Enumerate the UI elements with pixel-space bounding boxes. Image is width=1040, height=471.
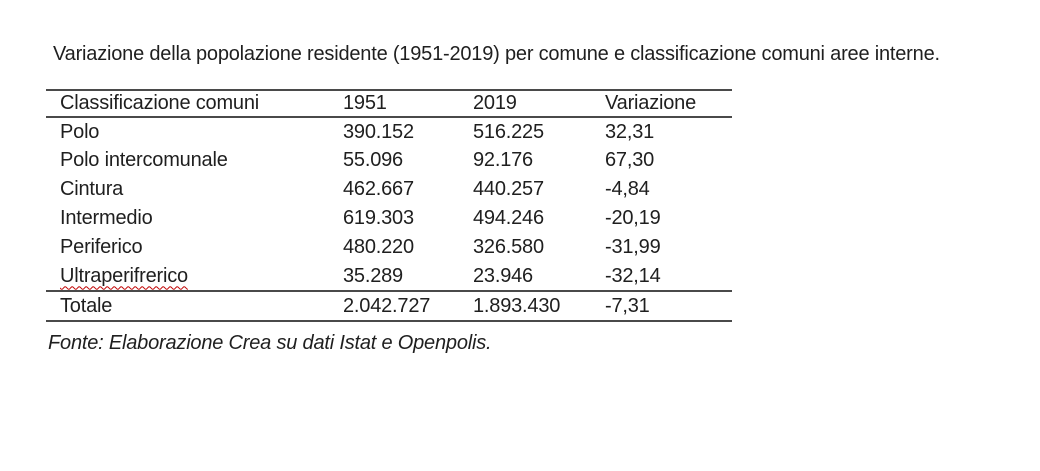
cell-1951: 619.303 [343, 207, 414, 229]
cell-variazione: -4,84 [605, 178, 650, 200]
row-label: Polo [60, 120, 100, 143]
cell-variazione: -20,19 [605, 207, 661, 229]
source-note: Fonte: Elaborazione Crea su dati Istat e… [48, 332, 492, 354]
cell-variazione: -32,14 [605, 264, 661, 287]
misspelled-word: Ultraperifrerico [60, 264, 188, 287]
row-label: Totale [60, 294, 113, 317]
cell-1951: 462.667 [343, 178, 414, 200]
cell-2019: 1.893.430 [473, 294, 561, 317]
cell-2019: 326.580 [473, 236, 544, 258]
row-label: Ultraperifrerico [46, 262, 343, 291]
row-label: Polo intercomunale [60, 149, 228, 171]
cell-2019: 440.257 [473, 178, 544, 200]
cell-variazione: 67,30 [605, 149, 655, 171]
column-header-1951: 1951 [343, 92, 387, 114]
cell-1951: 390.152 [343, 120, 414, 143]
column-header-2019: 2019 [473, 92, 517, 114]
table-row: Polo 390.152 516.225 32,31 [46, 117, 732, 146]
cell-2019: 23.946 [473, 264, 533, 287]
table-row: Intermedio 619.303 494.246 -20,19 [46, 204, 732, 233]
cell-variazione: -7,31 [605, 294, 650, 317]
cell-2019: 516.225 [473, 120, 544, 143]
column-header-classificazione: Classificazione comuni [60, 92, 260, 114]
cell-1951: 35.289 [343, 264, 403, 287]
cell-1951: 480.220 [343, 236, 414, 258]
page-title: Variazione della popolazione residente (… [53, 43, 940, 65]
row-label: Periferico [60, 236, 143, 258]
cell-1951: 2.042.727 [343, 294, 431, 317]
cell-2019: 494.246 [473, 207, 544, 229]
table-row: Cintura 462.667 440.257 -4,84 [46, 175, 732, 204]
cell-variazione: 32,31 [605, 120, 655, 143]
table-row: Polo intercomunale 55.096 92.176 67,30 [46, 146, 732, 175]
population-variation-table: Classificazione comuni 1951 2019 Variazi… [46, 89, 732, 322]
table-row: Periferico 480.220 326.580 -31,99 [46, 233, 732, 262]
row-label: Intermedio [60, 207, 153, 229]
table-header-row: Classificazione comuni 1951 2019 Variazi… [46, 90, 732, 117]
cell-2019: 92.176 [473, 149, 533, 171]
total-row: Totale 2.042.727 1.893.430 -7,31 [46, 291, 732, 321]
table-row: Ultraperifrerico 35.289 23.946 -32,14 [46, 262, 732, 291]
column-header-variazione: Variazione [605, 92, 697, 114]
row-label: Cintura [60, 178, 124, 200]
cell-1951: 55.096 [343, 149, 403, 171]
cell-variazione: -31,99 [605, 236, 661, 258]
